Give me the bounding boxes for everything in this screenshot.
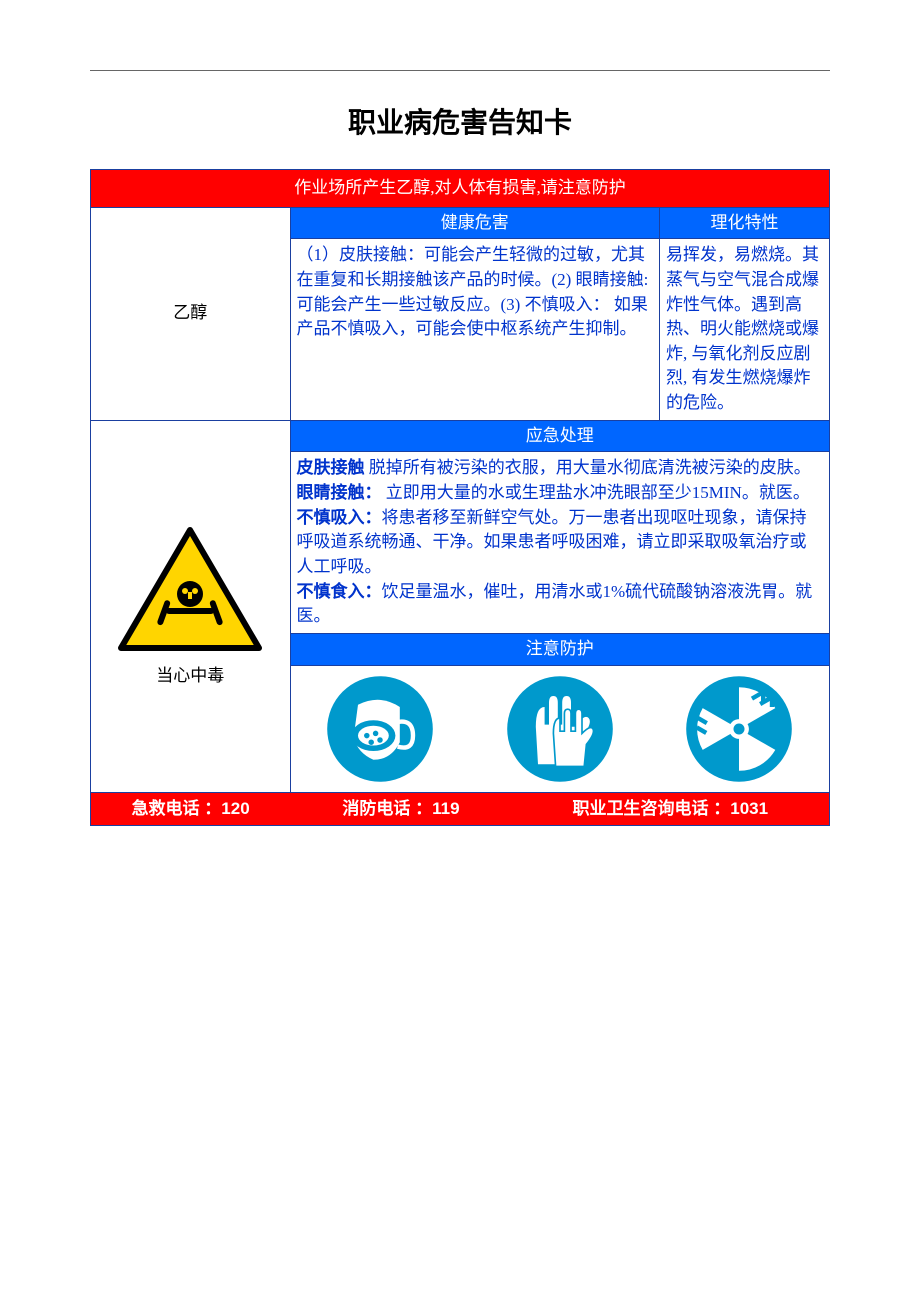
footer-bar: 急救电话 ：120 消防电话 ：119 职业卫生咨询电话 ：1031 — [91, 792, 830, 826]
toxic-warning-icon — [115, 524, 265, 654]
em-skin-text: 脱掉所有被污染的衣服，用大量水彻底清洗被污染的皮肤。 — [365, 458, 811, 477]
em-eye-label: 眼睛接触： — [297, 483, 382, 502]
footer-occ-label: 职业卫生咨询电话 ： — [573, 799, 731, 818]
emergency-text: 皮肤接触 脱掉所有被污染的衣服，用大量水彻底清洗被污染的皮肤。 眼睛接触： 立即… — [290, 452, 829, 633]
ventilation-icon — [684, 674, 794, 784]
header-emergency: 应急处理 — [290, 420, 829, 452]
em-inhale-label: 不慎吸入： — [297, 508, 382, 527]
hazard-symbol-cell: 当心中毒 — [91, 420, 291, 792]
header-protection: 注意防护 — [290, 633, 829, 665]
em-eye-text: 立即用大量的水或生理盐水冲洗眼部至少15MIN。就医。 — [382, 483, 810, 502]
warning-banner: 作业场所产生乙醇,对人体有损害,请注意防护 — [91, 170, 830, 208]
footer-emergency-num: 120 — [221, 799, 249, 818]
ppe-icons-cell — [290, 665, 829, 792]
footer-emergency-label: 急救电话 ： — [132, 799, 222, 818]
em-skin-label: 皮肤接触 — [297, 458, 365, 477]
gloves-icon — [505, 674, 615, 784]
header-properties: 理化特性 — [660, 207, 830, 239]
hazard-caption: 当心中毒 — [95, 664, 286, 689]
footer-fire-num: 119 — [432, 799, 459, 818]
top-rule — [90, 70, 830, 71]
footer-fire-label: 消防电话 ： — [342, 799, 432, 818]
footer-occ-num: 1031 — [730, 799, 768, 818]
header-health: 健康危害 — [290, 207, 660, 239]
em-ingest-label: 不慎食入： — [297, 582, 382, 601]
mask-icon — [325, 674, 435, 784]
physical-properties-text: 易挥发，易燃烧。其蒸气与空气混合成爆炸性气体。遇到高热、明火能燃烧或爆炸, 与氧… — [660, 239, 830, 420]
health-hazard-text: （1）皮肤接触：可能会产生轻微的过敏，尤其在重复和长期接触该产品的时候。(2) … — [290, 239, 660, 420]
substance-name-cell: 乙醇 — [91, 207, 291, 420]
document-title: 职业病危害告知卡 — [90, 101, 830, 141]
hazard-card-table: 作业场所产生乙醇,对人体有损害,请注意防护 乙醇 健康危害 理化特性 （1）皮肤… — [90, 169, 830, 826]
